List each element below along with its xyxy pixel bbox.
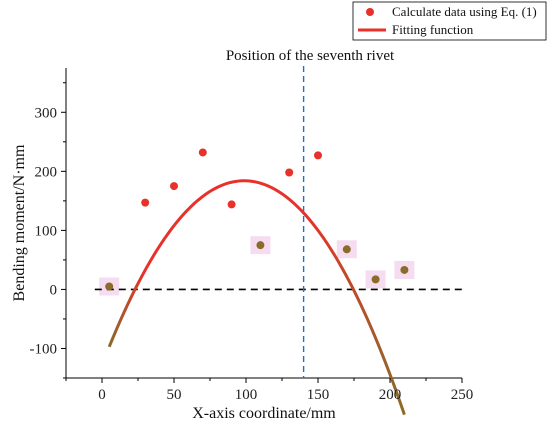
y-axis-label: Bending moment/N·mm	[11, 144, 28, 301]
data-point	[105, 282, 114, 291]
fitting-curve-layer	[107, 179, 406, 416]
data-point	[400, 265, 409, 274]
legend-scatter-marker	[366, 8, 374, 16]
data-point	[371, 275, 380, 284]
x-axis-label: X-axis coordinate/mm	[192, 405, 336, 422]
x-tick-label: 0	[98, 387, 106, 403]
data-point	[198, 148, 207, 157]
x-ticks: 0 50 100 150 200 250	[65, 378, 474, 403]
x-tick-label: 200	[379, 387, 402, 403]
data-point	[256, 241, 265, 250]
fitting-curve	[107, 179, 406, 416]
x-tick-label: 150	[307, 387, 330, 403]
data-point	[285, 168, 294, 177]
x-tick-label: 250	[451, 387, 474, 403]
legend-box	[352, 1, 547, 41]
x-tick-label: 100	[235, 387, 258, 403]
data-point	[141, 198, 150, 207]
y-tick-label: 100	[35, 223, 58, 239]
legend: Calculate data using Eq. (1) Fitting fun…	[352, 1, 547, 41]
y-ticks: -100 0 100 200 300	[30, 82, 66, 379]
data-point	[342, 245, 351, 254]
annotation-seventh-rivet: Position of the seventh rivet	[226, 48, 395, 64]
data-points	[105, 148, 409, 291]
y-tick-label: -100	[30, 341, 58, 357]
legend-scatter-label: Calculate data using Eq. (1)	[392, 4, 537, 19]
plot-frame	[65, 68, 462, 379]
x-tick-label: 50	[167, 387, 182, 403]
y-tick-label: 300	[35, 105, 58, 121]
data-point	[314, 151, 322, 160]
data-point	[170, 182, 178, 191]
data-point	[227, 200, 236, 209]
y-tick-label: 200	[35, 164, 58, 180]
reference-lines	[94, 66, 462, 378]
legend-line-label: Fitting function	[392, 22, 474, 37]
y-tick-label: 0	[50, 282, 58, 298]
